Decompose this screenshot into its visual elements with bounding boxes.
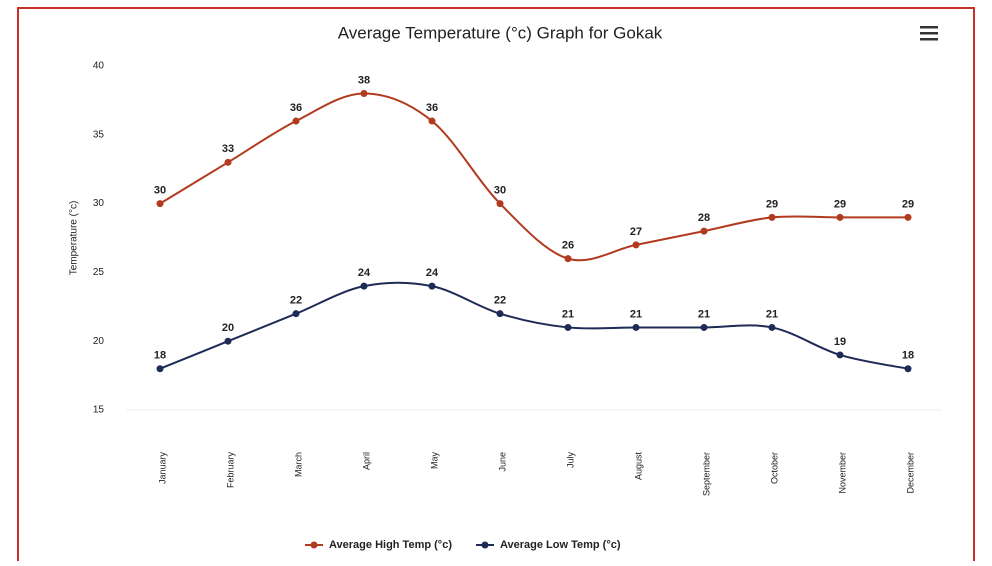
chart-frame: [17, 7, 975, 566]
legend-item[interactable]: Average Low Temp (°c): [475, 539, 621, 551]
data-label: 20: [222, 322, 234, 334]
point: [360, 90, 368, 98]
series-line: [159, 281, 909, 370]
x-tick-label: November: [837, 452, 847, 494]
legend-item[interactable]: Average High Temp (°c): [305, 539, 452, 551]
data-label: 21: [630, 308, 642, 320]
legend-label: Average Low Temp (°c): [500, 539, 621, 551]
point: [360, 282, 368, 290]
data-label: 18: [154, 350, 166, 362]
point: [564, 255, 572, 263]
x-tick-label: March: [293, 452, 303, 477]
y-tick-label: 20: [93, 336, 105, 347]
point: [768, 213, 776, 221]
menu-bar[interactable]: [920, 26, 938, 29]
x-tick-label: May: [429, 452, 439, 470]
point: [428, 282, 436, 290]
data-label: 24: [426, 267, 439, 279]
x-tick-label: December: [905, 452, 915, 494]
point: [156, 365, 164, 373]
point: [224, 158, 232, 166]
data-label: 27: [630, 226, 642, 238]
data-label: 26: [562, 240, 574, 252]
point: [836, 351, 844, 359]
x-tick-label: January: [157, 452, 167, 485]
data-label: 36: [426, 102, 438, 114]
data-label: 28: [698, 212, 710, 224]
x-tick-label: April: [361, 452, 371, 470]
legend-label: Average High Temp (°c): [329, 539, 452, 551]
point: [632, 241, 640, 249]
point: [836, 213, 844, 221]
x-tick-label: August: [633, 452, 643, 481]
data-label: 21: [698, 308, 710, 320]
menu-bar[interactable]: [920, 38, 938, 41]
point: [632, 323, 640, 331]
data-label: 29: [766, 198, 778, 210]
data-label: 33: [222, 143, 234, 155]
y-tick-label: 35: [93, 129, 105, 140]
data-label: 24: [358, 267, 371, 279]
chart-title: Average Temperature (°c) Graph for Gokak: [338, 23, 663, 42]
data-label: 21: [766, 308, 778, 320]
x-tick-label: October: [769, 452, 779, 484]
x-tick-label: February: [225, 452, 235, 489]
point: [496, 310, 504, 318]
point: [564, 323, 572, 331]
y-tick-label: 25: [93, 267, 105, 278]
menu-bar[interactable]: [920, 32, 938, 35]
data-label: 22: [494, 295, 506, 307]
point: [292, 310, 300, 318]
y-tick-label: 40: [93, 61, 105, 72]
x-tick-label: September: [701, 452, 711, 496]
point: [156, 200, 164, 208]
point: [496, 200, 504, 208]
y-tick-label: 15: [93, 405, 105, 416]
point: [768, 323, 776, 331]
legend-marker: [310, 541, 318, 549]
menu-button[interactable]: [920, 26, 938, 41]
y-axis-label: Temperature (°c): [69, 201, 80, 276]
data-label: 18: [902, 350, 914, 362]
point: [700, 227, 708, 235]
data-label: 30: [494, 185, 506, 197]
point: [700, 323, 708, 331]
point: [904, 365, 912, 373]
data-label: 21: [562, 308, 574, 320]
point: [904, 213, 912, 221]
data-label: 22: [290, 295, 302, 307]
data-label: 29: [902, 198, 914, 210]
y-tick-label: 30: [93, 198, 105, 209]
point: [292, 117, 300, 125]
x-tick-label: June: [497, 452, 507, 472]
legend-marker: [481, 541, 489, 549]
data-label: 19: [834, 336, 846, 348]
data-label: 29: [834, 198, 846, 210]
x-tick-label: July: [565, 452, 575, 469]
data-label: 38: [358, 74, 370, 86]
point: [428, 117, 436, 125]
point: [224, 337, 232, 345]
data-label: 36: [290, 102, 302, 114]
data-label: 30: [154, 185, 166, 197]
